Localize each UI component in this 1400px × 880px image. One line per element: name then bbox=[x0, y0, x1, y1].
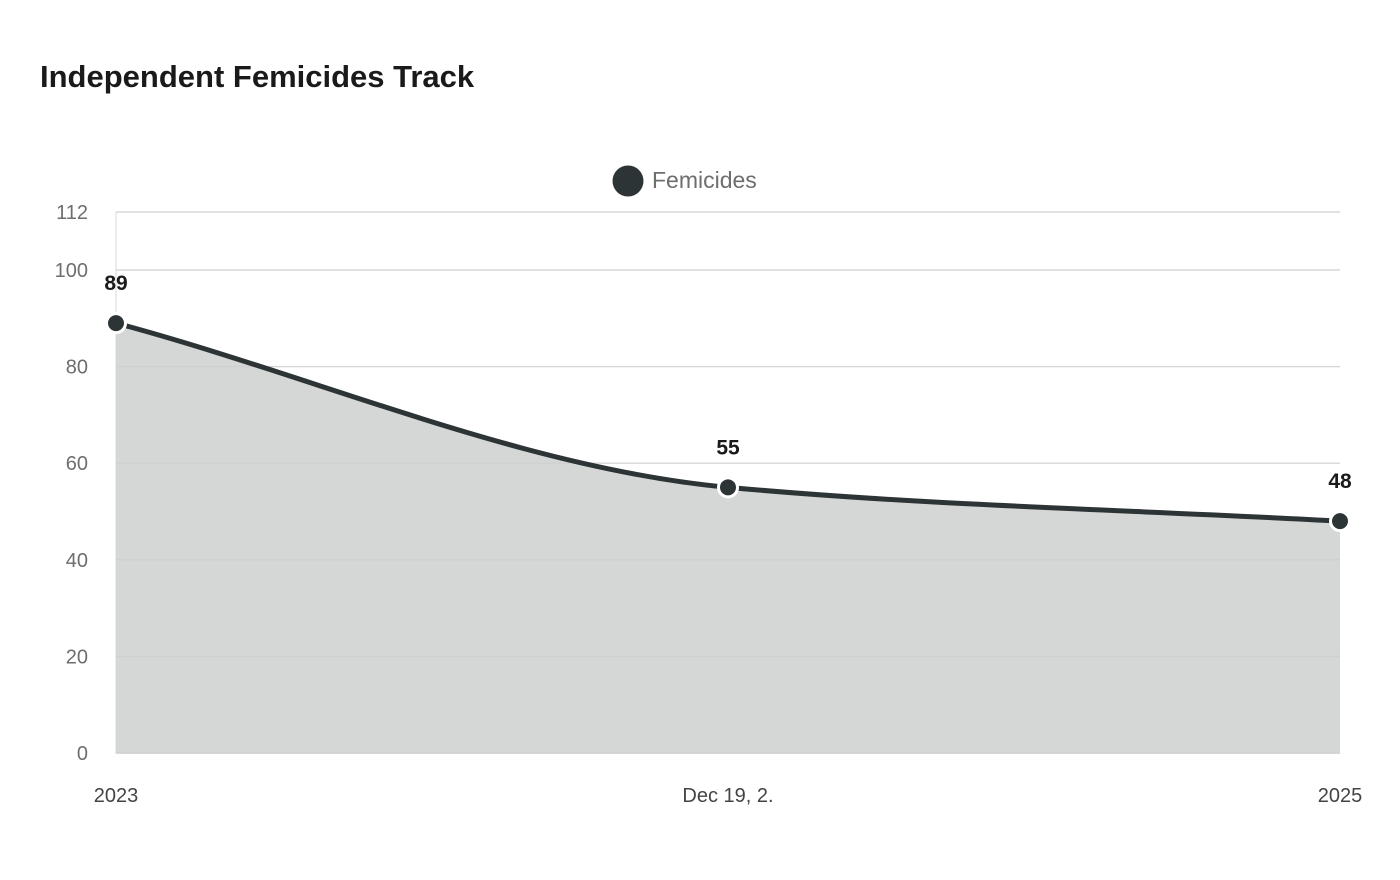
data-points: 89 55 48 bbox=[104, 272, 1352, 533]
data-label: 48 bbox=[1328, 470, 1352, 493]
legend[interactable]: Femicides bbox=[612, 165, 757, 197]
x-tick-label: 2025 bbox=[1318, 785, 1363, 807]
y-tick-label: 60 bbox=[66, 453, 88, 475]
x-tick-label: Dec 19, 2. bbox=[682, 785, 773, 807]
x-tick-label: 2023 bbox=[94, 785, 139, 807]
y-tick-label: 80 bbox=[66, 357, 88, 379]
y-tick-label: 20 bbox=[66, 646, 88, 668]
chart-title: Independent Femicides Track bbox=[40, 59, 475, 94]
axes: 0 20 40 60 80 100 112 2023 Dec 19, 2. 2025 bbox=[55, 202, 1363, 807]
legend-label: Femicides bbox=[652, 167, 757, 193]
data-point bbox=[1329, 510, 1351, 533]
data-label: 55 bbox=[716, 436, 740, 459]
data-point bbox=[717, 476, 739, 499]
y-tick-label: 40 bbox=[66, 550, 88, 572]
y-tick-label: 112 bbox=[56, 202, 88, 224]
area-fill bbox=[116, 323, 1340, 753]
data-label: 89 bbox=[104, 272, 127, 295]
area-series bbox=[113, 211, 1343, 753]
y-tick-label: 0 bbox=[77, 743, 88, 765]
data-point bbox=[105, 312, 127, 335]
legend-marker bbox=[612, 165, 644, 197]
y-tick-label: 100 bbox=[55, 260, 88, 282]
